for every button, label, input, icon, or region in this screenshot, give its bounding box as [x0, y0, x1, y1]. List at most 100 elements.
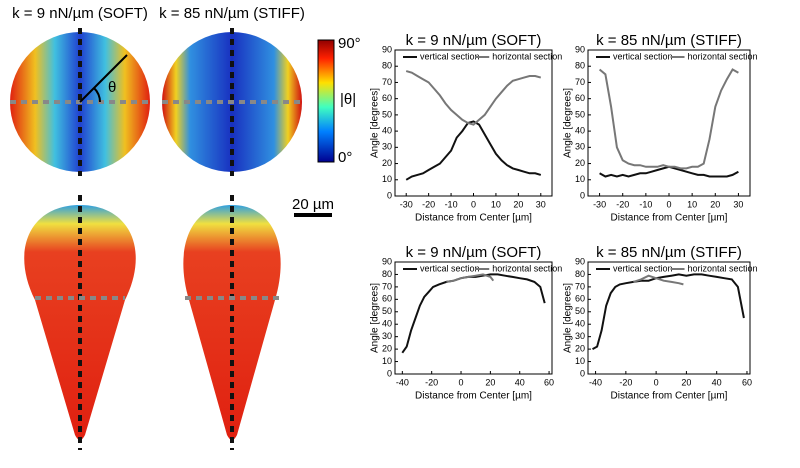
y-tick-label: 30 — [575, 142, 585, 152]
angle-arc — [93, 87, 101, 103]
y-tick-label: 0 — [387, 368, 392, 378]
series-line — [592, 273, 745, 350]
soft-bottom-image — [24, 205, 136, 440]
y-tick-label: 10 — [382, 174, 392, 184]
y-tick-label: 10 — [382, 356, 392, 366]
x-tick-label: 0 — [666, 199, 671, 209]
x-tick-label: -10 — [639, 199, 652, 209]
y-tick-label: 10 — [575, 356, 585, 366]
x-tick-label: 30 — [536, 199, 546, 209]
micrographs: θ k = 9 nN/µm (SOFT) k = 85 nN/µm (STIFF… — [10, 5, 361, 450]
scale-bar-label: 20 µm — [292, 196, 334, 213]
panel-label: k = 9 nN/µm (SOFT) — [12, 5, 148, 22]
y-tick-label: 70 — [382, 281, 392, 291]
y-tick-label: 80 — [575, 269, 585, 279]
x-tick-label: 60 — [544, 377, 554, 387]
y-tick-label: 20 — [382, 158, 392, 168]
series-line — [405, 120, 542, 181]
legend-label: vertical section — [613, 263, 673, 273]
x-tick-label: -30 — [400, 199, 413, 209]
y-tick-label: 60 — [575, 93, 585, 103]
x-tick-label: -20 — [619, 377, 632, 387]
x-tick-label: -30 — [593, 199, 606, 209]
chart-title: k = 85 nN/µm (STIFF) — [596, 244, 742, 261]
line-chart: k = 85 nN/µm (STIFF) 0 10 20 30 40 50 60 70 80 90 -… — [563, 32, 758, 224]
line-chart: k = 9 nN/µm (SOFT) 0 10 20 30 40 50 60 70 80 90 -40… — [370, 244, 563, 402]
y-tick-label: 90 — [382, 256, 392, 266]
x-axis-label: Distance from Center [µm] — [415, 213, 532, 224]
x-axis-label: Distance from Center [µm] — [611, 391, 728, 402]
colorbar — [317, 39, 335, 163]
colorbar-max: 90° — [338, 35, 361, 52]
y-tick-label: 80 — [382, 61, 392, 71]
y-tick-label: 90 — [382, 44, 392, 54]
y-tick-label: 30 — [382, 331, 392, 341]
y-axis-label: Angle [degrees] — [563, 283, 574, 353]
y-tick-label: 10 — [575, 174, 585, 184]
y-tick-label: 40 — [575, 319, 585, 329]
x-tick-label: 10 — [491, 199, 501, 209]
plot-frame — [394, 261, 553, 375]
y-tick-label: 40 — [382, 125, 392, 135]
legend-label: horizontal section — [492, 51, 562, 61]
x-tick-label: 10 — [687, 199, 697, 209]
y-tick-label: 40 — [382, 319, 392, 329]
y-tick-label: 90 — [575, 256, 585, 266]
y-tick-label: 20 — [382, 343, 392, 353]
legend-label: vertical section — [613, 51, 673, 61]
x-tick-label: -20 — [422, 199, 435, 209]
angle-ray — [79, 54, 128, 103]
chart-title: k = 85 nN/µm (STIFF) — [596, 32, 742, 49]
x-tick-label: -20 — [616, 199, 629, 209]
y-tick-label: 30 — [575, 331, 585, 341]
y-tick-label: 60 — [575, 294, 585, 304]
x-tick-label: -20 — [425, 377, 438, 387]
plot-frame — [587, 49, 751, 197]
y-tick-label: 80 — [575, 61, 585, 71]
colorbar-label: |θ| — [340, 91, 356, 108]
x-tick-label: 40 — [712, 377, 722, 387]
x-tick-label: 0 — [471, 199, 476, 209]
x-tick-label: 0 — [654, 377, 659, 387]
y-tick-label: 0 — [580, 190, 585, 200]
legend-label: vertical section — [420, 51, 480, 61]
x-tick-label: 20 — [681, 377, 691, 387]
y-tick-label: 0 — [580, 368, 585, 378]
panel-label: k = 85 nN/µm (STIFF) — [159, 5, 305, 22]
x-tick-label: 20 — [485, 377, 495, 387]
legend-label: horizontal section — [492, 263, 562, 273]
x-axis-label: Distance from Center [µm] — [415, 391, 532, 402]
x-tick-label: 60 — [742, 377, 752, 387]
x-tick-label: 40 — [515, 377, 525, 387]
x-tick-label: -10 — [445, 199, 458, 209]
y-tick-label: 20 — [575, 158, 585, 168]
y-tick-label: 70 — [575, 281, 585, 291]
x-tick-label: -40 — [396, 377, 409, 387]
legend-label: vertical section — [420, 263, 480, 273]
y-tick-label: 90 — [575, 44, 585, 54]
series-line — [401, 273, 546, 354]
y-tick-label: 80 — [382, 269, 392, 279]
y-tick-label: 50 — [575, 109, 585, 119]
y-tick-label: 40 — [575, 125, 585, 135]
series-line — [405, 70, 542, 126]
series-line — [599, 165, 739, 178]
angle-symbol: θ — [108, 79, 116, 96]
y-tick-label: 50 — [575, 306, 585, 316]
y-axis-label: Angle [degrees] — [370, 283, 381, 353]
plot-frame — [587, 261, 751, 375]
y-tick-label: 60 — [382, 294, 392, 304]
x-tick-label: 20 — [710, 199, 720, 209]
y-tick-label: 70 — [575, 77, 585, 87]
stiff-bottom-image — [183, 205, 281, 440]
colorbar-min: 0° — [338, 149, 352, 166]
y-tick-label: 50 — [382, 306, 392, 316]
x-tick-label: 20 — [513, 199, 523, 209]
y-axis-label: Angle [degrees] — [563, 88, 574, 158]
y-tick-label: 30 — [382, 142, 392, 152]
chart-title: k = 9 nN/µm (SOFT) — [406, 244, 542, 261]
y-tick-label: 50 — [382, 109, 392, 119]
y-tick-label: 60 — [382, 93, 392, 103]
y-axis-label: Angle [degrees] — [370, 88, 381, 158]
